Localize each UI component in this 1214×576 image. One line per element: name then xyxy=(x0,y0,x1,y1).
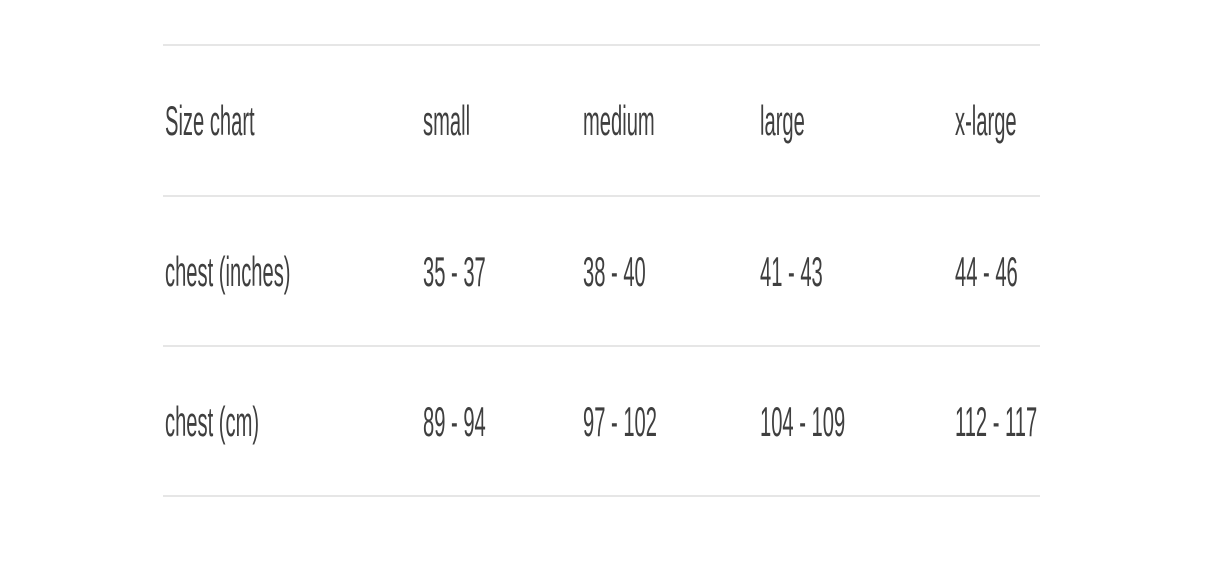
header-row: Size chart small medium large x-large xyxy=(0,46,1214,196)
divider xyxy=(163,345,1040,347)
header-cell: large xyxy=(760,97,805,144)
table-cell: 89 - 94 xyxy=(423,398,486,445)
table-cell: 38 - 40 xyxy=(583,248,646,295)
header-cell: medium xyxy=(583,97,655,144)
table-row: chest (cm) 89 - 94 97 - 102 104 - 109 11… xyxy=(0,347,1214,497)
header-cell: x-large xyxy=(955,97,1017,144)
header-cell: Size chart xyxy=(165,97,255,144)
table-cell: 44 - 46 xyxy=(955,248,1018,295)
divider xyxy=(163,44,1040,46)
divider xyxy=(163,495,1040,497)
row-label: chest (cm) xyxy=(165,398,260,445)
table-cell: 41 - 43 xyxy=(760,248,823,295)
divider xyxy=(163,195,1040,197)
table-cell: 112 - 117 xyxy=(955,398,1038,445)
table-cell: 97 - 102 xyxy=(583,398,657,445)
row-label: chest (inches) xyxy=(165,248,291,295)
table-cell: 35 - 37 xyxy=(423,248,486,295)
table-row: chest (inches) 35 - 37 38 - 40 41 - 43 4… xyxy=(0,197,1214,347)
header-cell: small xyxy=(423,97,471,144)
table-cell: 104 - 109 xyxy=(760,398,846,445)
